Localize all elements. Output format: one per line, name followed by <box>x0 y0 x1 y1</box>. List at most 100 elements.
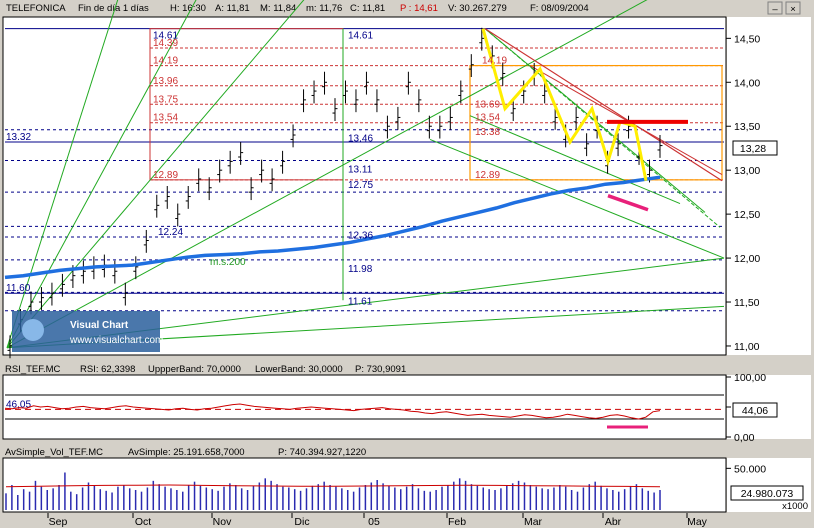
date-tick-label: Mar <box>524 516 543 528</box>
level-label-right: 12.89 <box>475 170 500 181</box>
level-label-mid: 12.75 <box>348 180 373 191</box>
date-tick-label: Feb <box>448 516 466 528</box>
logo-title: Visual Chart <box>70 320 129 331</box>
rsi-plot-area <box>2 374 727 440</box>
price-tick-label: 12,50 <box>734 209 760 221</box>
price-tick-label: 13,50 <box>734 121 760 133</box>
rsi-name: RSI_TEF.MC <box>5 364 61 375</box>
window-controls: – × <box>767 1 801 15</box>
fan-line <box>469 115 681 205</box>
rsi-header: RSI_TEF.MC RSI: 62,3398 UppperBand: 70,0… <box>5 364 406 375</box>
time-label: H: 16:30 <box>170 3 206 14</box>
date-axis-ticks: Sep Oct Nov Dic 05 Feb Mar Abr May <box>47 513 708 528</box>
price-tag-value: 13,28 <box>740 143 766 155</box>
downtrend-line <box>484 28 723 182</box>
price-tick-label: 13,00 <box>734 165 760 177</box>
logo-url: www.visualchart.com <box>69 335 163 346</box>
level-label-left: 12.89 <box>153 170 178 181</box>
level-label-left: 12.24 <box>158 227 183 238</box>
price-tag: 13,28 <box>732 140 778 156</box>
close-button[interactable] <box>785 1 801 15</box>
level-label-left: 14.19 <box>153 56 178 67</box>
vol-header-bar <box>3 445 811 457</box>
price-tick-label: 14,00 <box>734 77 760 89</box>
fan-line <box>6 0 648 349</box>
level-label-left: 13.54 <box>153 113 178 124</box>
level-label-left: 13.96 <box>153 76 178 87</box>
vol-panel: 50.000 <box>5 463 766 510</box>
date-axis <box>3 513 811 528</box>
vol-name: AvSimple_Vol_TEF.MC <box>5 447 103 458</box>
date-tick-label: Nov <box>213 516 232 528</box>
volume-label: V: 30.267.279 <box>448 3 507 14</box>
fan-line <box>6 0 119 348</box>
price-axis-ticks: 14,50 14,00 13,50 13,00 12,50 12,00 11,50 11,00 <box>726 33 760 353</box>
rsi-upper: UppperBand: 70,0000 <box>148 364 241 375</box>
level-label-mid: 13.46 <box>348 134 373 145</box>
date-tick-label: May <box>687 516 708 528</box>
price-tick-label: 11,50 <box>734 297 760 309</box>
vol-avs: AvSimple: 25.191.658,7000 <box>128 447 245 458</box>
minimize-button[interactable] <box>767 1 783 15</box>
rsi-tick-label: 0,00 <box>734 432 755 444</box>
level-label-right: 13.54 <box>475 113 500 124</box>
rsi-value: RSI: 62,3398 <box>80 364 135 375</box>
rsi-p: P: 730,9091 <box>355 364 406 375</box>
symbol-label: TELEFONICA <box>6 3 66 14</box>
level-label-mid: 14.61 <box>348 31 373 42</box>
vol-header: AvSimple_Vol_TEF.MC AvSimple: 25.191.658… <box>5 447 366 458</box>
date-tick-label: Oct <box>135 516 151 528</box>
price-plot-area <box>2 16 727 356</box>
max-label: M: 11,84 <box>260 3 296 14</box>
vol-axis <box>727 458 811 512</box>
close-label: C: 11,81 <box>350 3 385 14</box>
rsi-panel: 46,05 100,00 0,00 <box>4 372 766 444</box>
rsi-lower: LowerBand: 30,0000 <box>255 364 343 375</box>
close-icon: × <box>790 4 796 15</box>
rsi-tag-value: 44,06 <box>742 405 768 417</box>
price-tick-label: 14,50 <box>734 33 760 45</box>
fan-line <box>484 28 721 228</box>
vol-tick-label: 50.000 <box>734 463 766 475</box>
fan-line <box>6 0 305 349</box>
volume-avg-line <box>5 484 661 488</box>
date-tick-label: Dic <box>294 516 309 528</box>
date-tick-label: 05 <box>368 516 380 528</box>
date-tick-label: Sep <box>49 516 68 528</box>
level-label-left: 14.39 <box>153 38 178 49</box>
visualchart-logo: Visual Chart www.visualchart.com <box>12 311 163 352</box>
vol-tag: 24.980.073 <box>730 485 804 501</box>
level-label-right: 14.19 <box>482 56 507 67</box>
level-label-mid: 12.36 <box>348 230 373 241</box>
level-label-mid: 11.98 <box>348 264 373 275</box>
open-label: A: 11,81 <box>215 3 250 14</box>
price-panel: 14.6114.3914.1913.9613.7513.5413.3212.89… <box>4 0 725 359</box>
date-tick-label: Abr <box>605 516 622 528</box>
minimize-icon: – <box>772 4 778 15</box>
level-label-left: 11.60 <box>6 283 31 294</box>
yellow-pattern-line <box>481 28 648 181</box>
price-header: TELEFONICA Fin de día 1 días H: 16:30 A:… <box>6 3 589 14</box>
level-label-mid: 13.11 <box>348 165 373 176</box>
price-axis <box>727 17 811 355</box>
rsi-line <box>4 403 661 420</box>
level-label-right: 13.38 <box>475 127 500 138</box>
fan-line <box>429 138 725 259</box>
level-label-left: 13.75 <box>153 94 178 105</box>
orange-box <box>469 64 723 181</box>
logo-icon <box>22 319 44 341</box>
ma-label: m.s.200 <box>210 257 246 268</box>
level-label-left: 14.61 <box>153 31 178 42</box>
ma200-line <box>4 175 661 280</box>
rsi-tag: 44,06 <box>732 402 778 418</box>
price-tick-label: 12,00 <box>734 253 760 265</box>
level-label-right: 13.69 <box>475 100 500 111</box>
price-tick-label: 11,00 <box>734 341 760 353</box>
vol-tag-value: 24.980.073 <box>741 488 794 500</box>
vol-p: P: 740.394.927,1220 <box>278 447 366 458</box>
level-label-mid: 11.61 <box>348 296 373 307</box>
vol-unit-label: x1000 <box>782 501 808 512</box>
date-label: F: 08/09/2004 <box>530 3 589 14</box>
level-label-left: 13.32 <box>6 132 31 143</box>
last-label: P : 14,61 <box>400 3 438 14</box>
